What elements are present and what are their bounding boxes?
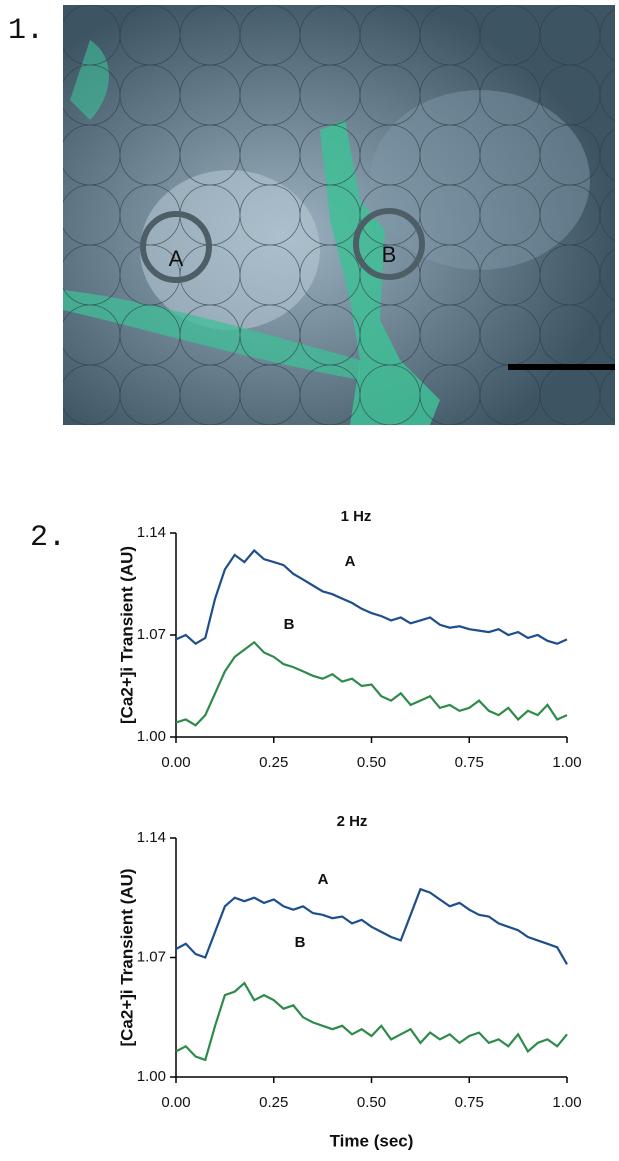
region-label: B [382,242,397,267]
x-tick-label: 0.25 [259,1094,288,1111]
y-axis-label: [Ca2+]i Transient (AU) [117,868,136,1046]
x-tick-label: 1.00 [552,754,581,771]
x-tick-label: 1.00 [552,1094,581,1111]
y-tick-label: 1.00 [137,728,166,745]
x-tick-label: 0.50 [357,754,386,771]
x-axis-label: Time (sec) [330,1131,414,1150]
chart-title: 2 Hz [337,813,368,830]
data-line [175,887,568,965]
y-tick-label: 1.00 [137,1068,166,1085]
data-line [175,640,568,727]
data-line [175,981,568,1062]
panel-label: 1. [8,14,44,48]
x-tick-label: 0.75 [455,1094,484,1111]
chart-title: 1 Hz [341,508,372,525]
micrograph [63,5,615,425]
panel-label: 2. [30,521,66,555]
series-label: A [345,553,356,570]
x-tick-label: 0.00 [161,754,190,771]
data-line [175,548,568,646]
x-tick-label: 0.50 [357,1094,386,1111]
y-tick-label: 1.14 [137,524,166,541]
y-tick-label: 1.14 [137,829,166,846]
series-label: B [284,616,295,633]
series-label: B [295,934,306,951]
series-label: A [318,871,329,888]
y-tick-label: 1.07 [137,626,166,643]
x-tick-label: 0.75 [455,754,484,771]
y-axis-label: [Ca2+]i Transient (AU) [117,546,136,724]
y-tick-label: 1.07 [137,948,166,965]
x-tick-label: 0.25 [259,754,288,771]
x-tick-label: 0.00 [161,1094,190,1111]
region-label: A [169,246,184,271]
